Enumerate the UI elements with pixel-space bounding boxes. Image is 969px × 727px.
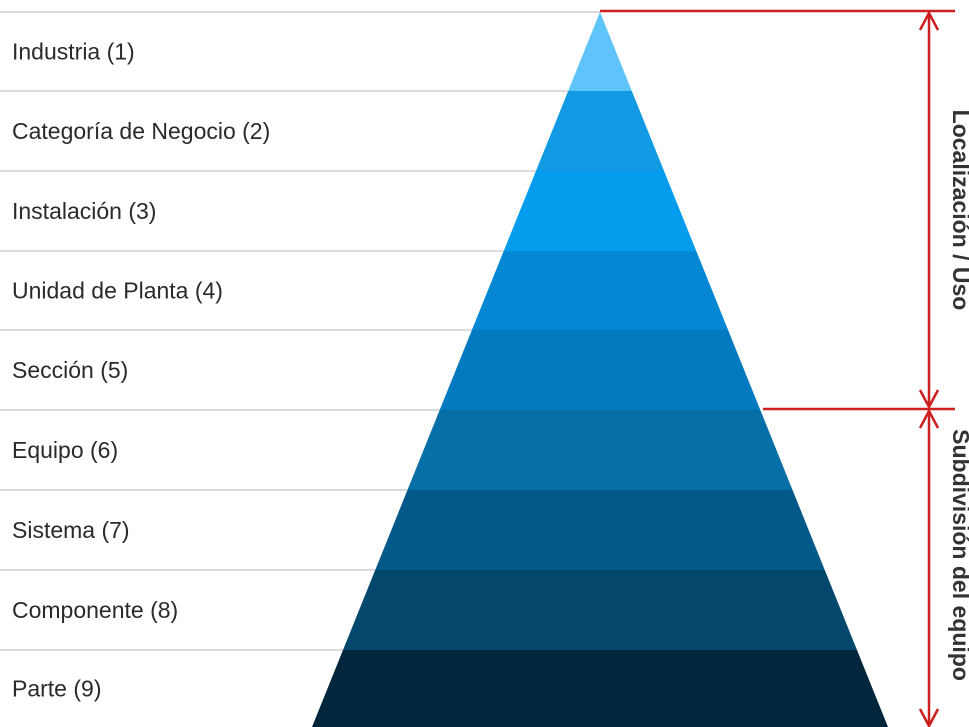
pyramid-tier-1 xyxy=(568,12,632,91)
section-2-label: Subdivisión del equipo xyxy=(948,429,969,681)
section-1-label: Localización / Uso xyxy=(948,110,969,311)
level-labels: Industria (1) Categoría de Negocio (2) Ins… xyxy=(12,39,270,702)
level-label-6: Equipo (6) xyxy=(12,437,118,463)
level-label-2: Categoría de Negocio (2) xyxy=(12,118,270,144)
level-label-8: Componente (8) xyxy=(12,597,178,623)
pyramid-tier-4 xyxy=(471,251,729,330)
pyramid-tier-3 xyxy=(503,171,697,251)
level-label-5: Sección (5) xyxy=(12,357,128,383)
level-label-3: Instalación (3) xyxy=(12,198,156,224)
pyramid-tier-5 xyxy=(439,330,761,410)
level-label-9: Parte (9) xyxy=(12,676,101,702)
section-1-arrow-head-bottom xyxy=(918,389,940,410)
section-1-arrow-head-top xyxy=(918,10,940,31)
section-brackets xyxy=(600,9,955,727)
pyramid-tiers xyxy=(312,12,888,727)
level-label-1: Industria (1) xyxy=(12,39,135,65)
pyramid-tier-2 xyxy=(535,91,665,171)
section-2-arrow-head-top xyxy=(918,408,940,429)
row-dividers xyxy=(0,11,600,651)
level-label-4: Unidad de Planta (4) xyxy=(12,278,223,304)
section-labels: Localización / Uso Subdivisión del equip… xyxy=(948,110,969,681)
level-label-7: Sistema (7) xyxy=(12,517,130,543)
section-2-arrow-head-bottom xyxy=(918,708,940,727)
pyramid-tier-8 xyxy=(343,570,857,650)
pyramid-tier-9 xyxy=(312,650,888,727)
pyramid-tier-7 xyxy=(375,490,825,570)
pyramid-tier-6 xyxy=(407,410,793,490)
